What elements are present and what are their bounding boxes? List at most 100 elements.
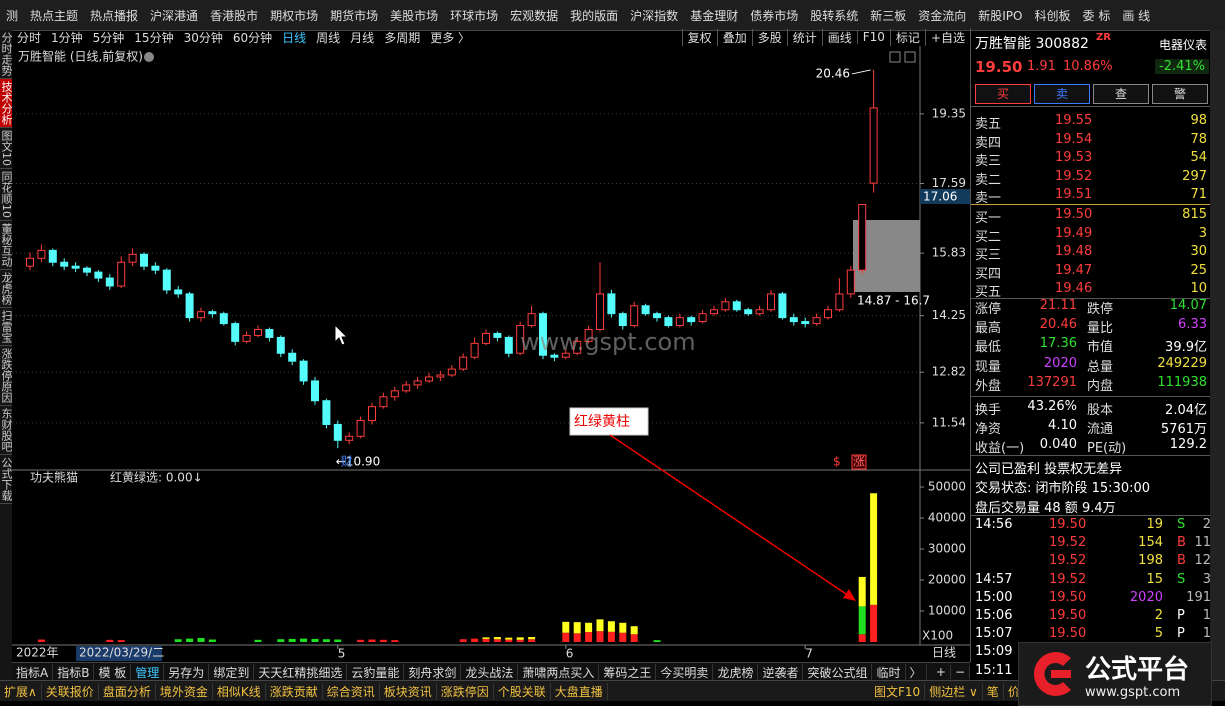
menu-item[interactable]: 新三板 <box>870 8 907 23</box>
indicator-tab[interactable]: 逆袭者 <box>758 663 804 681</box>
info-control[interactable]: 侧边栏 ∨ <box>925 682 983 700</box>
period-button[interactable]: 月线 <box>350 30 375 45</box>
tool-button[interactable]: 多股 <box>751 28 787 46</box>
info-tab[interactable]: 板块资讯 <box>380 682 437 700</box>
info-tab[interactable]: 境外资金 <box>156 682 213 700</box>
indicator-tab[interactable]: 绑定到 <box>209 663 255 681</box>
candle-body <box>561 352 570 358</box>
trade-button[interactable]: 查 <box>1093 84 1149 104</box>
indicator-tab[interactable]: 指标A <box>12 663 54 681</box>
indicator-bar <box>573 633 581 642</box>
side-tab[interactable]: 扫雷宝 <box>0 308 12 346</box>
info-tab[interactable]: 涨跌贡献 <box>266 682 323 700</box>
info-tab[interactable]: 扩展∧ <box>0 682 42 700</box>
menu-item[interactable]: 基金理财 <box>690 8 739 23</box>
indicator-tab[interactable]: 另存为 <box>164 663 210 681</box>
period-button[interactable]: 更多 〉 <box>430 30 471 45</box>
indicator-tab[interactable]: 萧啸两点买入 <box>518 663 600 681</box>
menu-item[interactable]: 我的版面 <box>570 8 619 23</box>
side-tab[interactable]: 技术分析 <box>0 79 12 128</box>
trade-button[interactable]: 卖 <box>1034 84 1090 104</box>
candle-body <box>265 329 274 338</box>
period-button[interactable]: 多周期 <box>384 30 421 45</box>
menu-item[interactable]: 沪深指数 <box>630 8 679 23</box>
side-tab[interactable]: 图文10 <box>0 128 12 169</box>
tool-button[interactable]: 统计 <box>786 28 822 46</box>
info-tab[interactable]: 综合资讯 <box>323 682 380 700</box>
indicator-tab[interactable]: 指标B <box>53 663 95 681</box>
period-button[interactable]: 30分钟 <box>183 30 223 45</box>
indicator-bar <box>858 634 866 642</box>
info-control[interactable]: 图文F10 <box>870 682 926 700</box>
tick-count: 3 <box>1202 571 1211 587</box>
book-volume: 10 <box>1190 281 1207 296</box>
period-button[interactable]: 1分钟 <box>51 30 83 45</box>
menu-item[interactable]: 资金流向 <box>918 8 967 23</box>
info-control[interactable]: 笔 <box>983 682 1004 700</box>
info-tab[interactable]: 个股关联 <box>494 682 551 700</box>
indicator-tab[interactable]: 云豹量能 <box>347 663 405 681</box>
indicator-tab[interactable]: 今买明卖 <box>656 663 714 681</box>
info-tab[interactable]: 相似K线 <box>213 682 266 700</box>
menu-item[interactable]: 香港股市 <box>210 8 259 23</box>
high-label: 20.46 <box>816 66 850 80</box>
tool-button[interactable]: 复权 <box>681 28 717 46</box>
indicator-tab[interactable]: 刻舟求剑 <box>404 663 462 681</box>
menu-item[interactable]: 画 线 <box>1122 8 1151 23</box>
menu-item[interactable]: 委 标 <box>1082 8 1111 23</box>
period-button[interactable]: 日线 <box>282 30 307 45</box>
indicator-bar <box>300 638 308 642</box>
side-tab[interactable]: 董秘互动 <box>0 221 12 270</box>
tool-button[interactable]: F10 <box>856 30 890 44</box>
info-tab[interactable]: 大盘直播 <box>551 682 608 700</box>
menu-item[interactable]: 科创板 <box>1034 8 1071 23</box>
menu-item[interactable]: 股转系统 <box>810 8 859 23</box>
side-tab[interactable]: 公式下载 <box>0 455 12 504</box>
menu-item[interactable]: 沪深港通 <box>150 8 199 23</box>
indicator-tab[interactable]: 龙头战法 <box>461 663 519 681</box>
period-button[interactable]: 60分钟 <box>232 30 273 45</box>
period-button[interactable]: 5分钟 <box>92 30 125 45</box>
side-tab[interactable]: 东财股吧 <box>0 406 12 455</box>
tool-button[interactable]: +自选 <box>924 28 970 46</box>
menu-item[interactable]: 环球市场 <box>450 8 499 23</box>
top-menu: 测热点主题 热点播报 沪深港通 香港股市 期权市场 期货市场 美股市场 环球市场 宏观数据 我的版… <box>0 0 1225 31</box>
tab-control[interactable]: − <box>951 665 970 679</box>
indicator-tab[interactable]: 〉 <box>906 663 927 681</box>
period-button[interactable]: 分时 <box>17 30 42 45</box>
indicator-tab[interactable]: 筹码之王 <box>599 663 657 681</box>
menu-item[interactable]: 宏观数据 <box>510 8 559 23</box>
tool-button[interactable]: 标记 <box>889 28 925 46</box>
side-tab[interactable]: 分时走势 <box>0 30 12 79</box>
side-tab[interactable]: 龙虎榜 <box>0 270 12 308</box>
menu-item[interactable]: 期货市场 <box>330 8 379 23</box>
indicator-tab[interactable]: 模 板 <box>94 663 132 681</box>
side-tab[interactable]: 同花顺10 <box>0 169 12 221</box>
tab-control[interactable]: + <box>932 665 951 679</box>
stat-value: 39.9亿 <box>1165 340 1207 356</box>
menu-item[interactable]: 热点播报 <box>90 8 139 23</box>
menu-item[interactable]: 期权市场 <box>270 8 319 23</box>
side-tab[interactable]: 涨跌停原因 <box>0 346 12 406</box>
info-tab[interactable]: 关联报价 <box>42 682 99 700</box>
trade-button[interactable]: 警 <box>1152 84 1208 104</box>
trade-button[interactable]: 买 <box>975 84 1031 104</box>
info-tab[interactable]: 涨跌停因 <box>437 682 494 700</box>
candle-body <box>413 380 422 386</box>
indicator-tab[interactable]: 龙虎榜 <box>713 663 759 681</box>
indicator-tab[interactable]: 管理 <box>131 663 165 681</box>
menu-item[interactable]: 美股市场 <box>390 8 439 23</box>
indicator-tab[interactable]: 突破公式组 <box>803 663 873 681</box>
indicator-tab[interactable]: 天天红精挑细选 <box>254 663 348 681</box>
tool-button[interactable]: 叠加 <box>716 28 752 46</box>
indicator-tab[interactable]: 临时 <box>872 663 906 681</box>
info-tab[interactable]: 盘面分析 <box>99 682 156 700</box>
book-volume: 297 <box>1182 168 1207 184</box>
period-button[interactable]: 周线 <box>316 30 341 45</box>
menu-item[interactable]: 债券市场 <box>750 8 799 23</box>
menu-item[interactable]: 新股IPO <box>978 8 1023 23</box>
menu-item[interactable]: 热点主题 <box>30 8 79 23</box>
menu-item[interactable]: 测 <box>6 8 19 23</box>
tool-button[interactable]: 画线 <box>821 28 857 46</box>
period-button[interactable]: 15分钟 <box>134 30 174 45</box>
